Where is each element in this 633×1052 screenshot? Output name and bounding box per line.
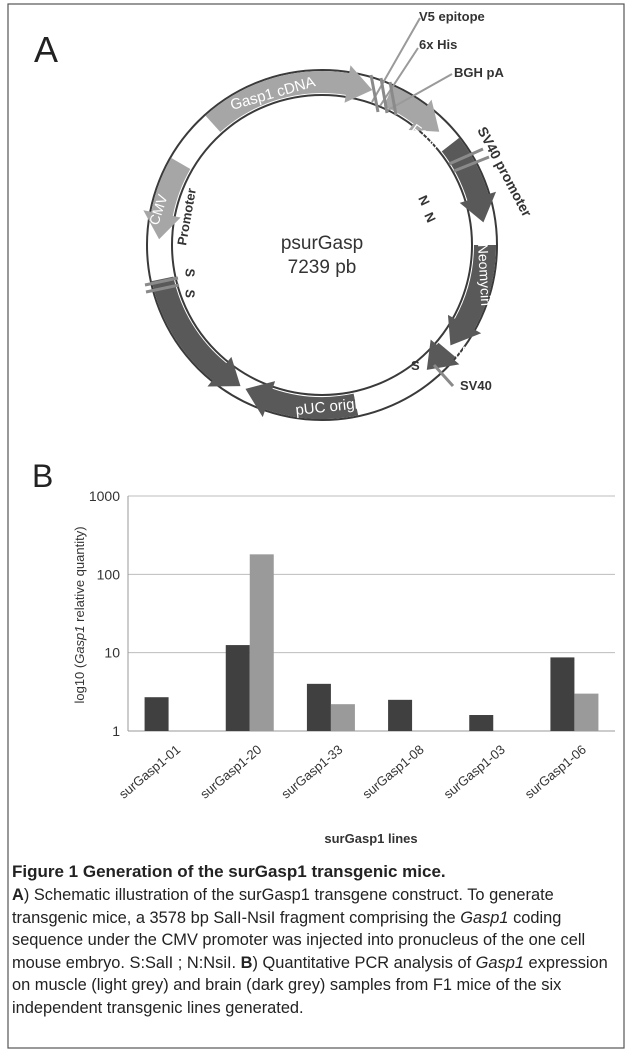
tag-v5: V5 epitope — [419, 9, 485, 24]
ampicillin-arrow — [151, 276, 241, 387]
tag-his: 6x His — [419, 37, 457, 52]
site-s3: S — [411, 358, 420, 373]
bar — [225, 645, 250, 731]
site-s2: S — [182, 289, 198, 299]
tag-lines — [371, 17, 453, 111]
cmv-arrow — [143, 158, 191, 240]
caption-a-gene: Gasp1 — [460, 908, 509, 927]
pa-sv40-block — [426, 339, 460, 370]
label-sv40: SV40 — [460, 378, 492, 393]
plasmid-ring-outer — [146, 69, 498, 421]
x-tick-label: surGasp1-06 — [522, 742, 589, 802]
caption-b-gene: Gasp1 — [475, 953, 524, 972]
figure-border — [7, 3, 625, 1049]
bar — [330, 704, 355, 731]
site-s1: S — [182, 268, 198, 278]
sv40-promoter-arrow — [441, 137, 497, 223]
x-tick-label: surGasp1-08 — [359, 742, 426, 802]
x-tick-label: surGasp1-01 — [116, 742, 183, 802]
x-tick-label: surGasp1-33 — [278, 742, 345, 802]
y-tick-label: 1000 — [89, 488, 120, 504]
f1ori-arrow — [383, 86, 440, 132]
site-n2: N — [421, 210, 439, 225]
bar — [469, 715, 494, 731]
caption-a-text-2: coding sequence under the CMV promoter w… — [12, 908, 586, 972]
figure-caption: Figure 1 Generation of the surGasp1 tran… — [12, 860, 622, 1019]
label-f1ori: F1ori — [408, 120, 443, 152]
gasp1-cdna-arrow — [205, 65, 373, 133]
x-tick-label: surGasp1-20 — [197, 742, 264, 802]
panel-a-label: A — [34, 29, 58, 70]
neomycin-arrow — [447, 245, 496, 346]
bar — [574, 693, 599, 731]
caption-b-text-2: expression on muscle (light grey) and br… — [12, 953, 608, 1017]
y-axis-label: log10 (Gasp1 relative quantity) — [72, 526, 87, 703]
y-tick-label: 10 — [104, 645, 120, 661]
panel-b-label: B — [32, 458, 53, 494]
puc-origin-arrow — [245, 381, 359, 419]
bar — [144, 697, 169, 731]
bar — [249, 554, 274, 731]
caption-b-text-1: ) Quantitative PCR analysis of — [252, 953, 476, 972]
plasmid-name: psurGasp — [281, 233, 363, 254]
y-tick-label: 1 — [112, 723, 120, 739]
x-tick-label: surGasp1-03 — [441, 742, 508, 802]
bar — [388, 699, 413, 731]
caption-a-label: A — [12, 886, 24, 904]
caption-a-text-1: ) Schematic illustration of the surGasp1… — [12, 886, 554, 927]
y-tick-label: 100 — [97, 566, 121, 582]
plasmid-ring-inner — [171, 94, 473, 396]
label-neomycin: Neomycin — [475, 243, 494, 306]
caption-title: Figure 1 Generation of the surGasp1 tran… — [12, 862, 446, 881]
plasmid-size: 7239 pb — [288, 257, 357, 278]
site-marks — [144, 74, 490, 388]
caption-b-label: B — [240, 953, 253, 972]
panel-b: B log10 (Gasp1 relative quantity) 1 10 100… — [32, 458, 615, 846]
label-pa: pA — [452, 342, 472, 362]
bar — [306, 683, 331, 731]
panel-a: A V5 epitope 6x His BGH pA N N S S — [34, 9, 535, 421]
tag-bgh: BGH pA — [454, 65, 504, 80]
site-n1: N — [415, 193, 433, 208]
bar — [550, 657, 575, 731]
x-axis-label: surGasp1 lines — [324, 831, 417, 846]
